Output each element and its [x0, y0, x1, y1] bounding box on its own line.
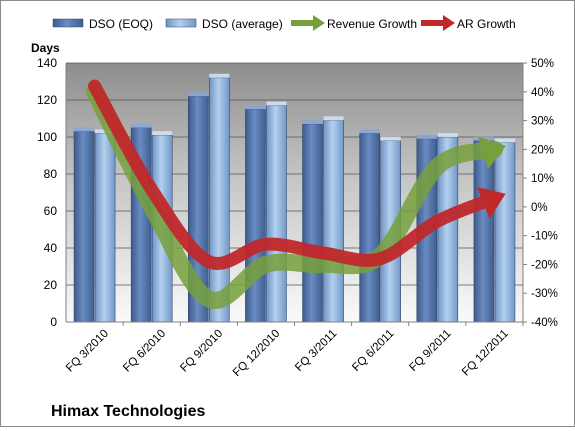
legend-label: Revenue Growth — [327, 17, 417, 31]
chart-title: Himax Technologies — [51, 403, 206, 420]
bar-top-cap — [380, 136, 401, 141]
y-axis-title: Days — [31, 41, 60, 55]
y-tick-left: 100 — [37, 130, 57, 144]
bar-top-cap — [359, 129, 380, 134]
bar-dso-eoq — [73, 131, 95, 323]
bar-dso-eoq — [302, 123, 323, 323]
legend-label: DSO (average) — [202, 17, 283, 31]
bar-dso-average — [494, 142, 516, 323]
ar-growth-line — [88, 79, 501, 270]
y-tick-left: 0 — [50, 315, 57, 329]
x-tick-label: FQ 3/2010 — [64, 328, 111, 375]
y-tick-right: -10% — [531, 231, 558, 243]
bar-top-cap — [74, 127, 95, 132]
y-tick-left: 80 — [44, 167, 58, 181]
y-tick-right: 40% — [531, 87, 554, 99]
legend: DSO (EOQ) DSO (average) Revenue Growth AR G… — [52, 15, 516, 31]
legend-arrow-head — [443, 15, 455, 31]
bar-top-cap — [302, 120, 323, 125]
y-tick-left: 20 — [44, 278, 58, 292]
revenue-growth-line — [86, 83, 503, 309]
y-tick-right: -40% — [531, 317, 558, 329]
y-tick-right: 10% — [531, 173, 554, 185]
bar-top-cap — [416, 134, 437, 139]
legend-label: DSO (EOQ) — [89, 17, 153, 31]
growth-arrows — [86, 79, 506, 309]
x-tick-label: FQ 12/2010 — [231, 328, 282, 379]
y-tick-right: 50% — [531, 58, 554, 70]
y-tick-left: 120 — [37, 93, 57, 107]
bar-dso-average — [323, 120, 344, 323]
x-tick-label: FQ 9/2011 — [407, 328, 453, 374]
legend-swatch — [165, 18, 197, 28]
y-tick-right: -20% — [531, 259, 558, 271]
bar-top-cap — [152, 131, 173, 136]
bar-dso-average — [209, 77, 230, 323]
bar-dso-average — [266, 105, 287, 323]
y-tick-left: 140 — [37, 56, 57, 70]
y-tick-right: 20% — [531, 144, 554, 156]
bar-dso-eoq — [359, 133, 380, 323]
bar-top-cap — [437, 133, 458, 137]
y-tick-left: 60 — [44, 204, 58, 218]
bar-top-cap — [266, 101, 287, 106]
legend-arrow-head — [313, 15, 325, 31]
y-tick-right: 30% — [531, 116, 554, 128]
x-tick-label: FQ 9/2010 — [178, 328, 225, 375]
bar-dso-average — [94, 133, 116, 323]
x-tick-label: FQ 3/2011 — [293, 328, 339, 374]
ar-growth-arrowhead — [476, 186, 506, 219]
bar-top-cap — [494, 138, 515, 143]
bar-top-cap — [209, 73, 230, 78]
bar-top-cap — [131, 123, 152, 128]
x-tick-label: FQ 6/2010 — [121, 328, 168, 375]
bar-dso-eoq — [245, 108, 266, 323]
bar-top-cap — [323, 116, 344, 121]
legend-label: AR Growth — [457, 17, 516, 31]
x-tick-label: FQ 6/2011 — [350, 328, 396, 374]
y-tick-right: 0% — [531, 202, 548, 214]
bar-dso-eoq — [473, 140, 495, 323]
bar-top-cap — [245, 105, 266, 110]
legend-swatch — [52, 18, 84, 28]
x-tick-label: FQ 12/2011 — [460, 328, 511, 379]
y-tick-right: -30% — [531, 288, 558, 300]
y-tick-left: 40 — [44, 241, 58, 255]
bar-top-cap — [188, 92, 209, 97]
revenue-growth-arrowhead — [478, 136, 506, 170]
